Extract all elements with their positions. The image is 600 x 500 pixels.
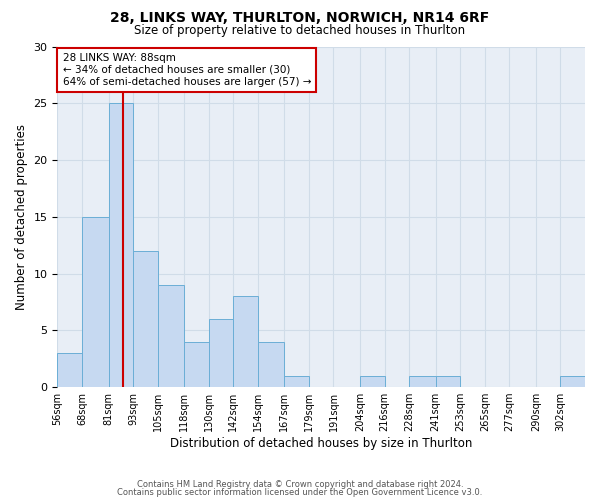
Bar	[360, 376, 385, 387]
Bar	[409, 376, 436, 387]
Bar	[158, 285, 184, 387]
Bar	[560, 376, 585, 387]
X-axis label: Distribution of detached houses by size in Thurlton: Distribution of detached houses by size …	[170, 437, 472, 450]
Bar	[233, 296, 258, 387]
Bar	[436, 376, 460, 387]
Bar	[58, 353, 82, 387]
Bar	[82, 217, 109, 387]
Bar	[133, 251, 158, 387]
Text: 28, LINKS WAY, THURLTON, NORWICH, NR14 6RF: 28, LINKS WAY, THURLTON, NORWICH, NR14 6…	[110, 11, 490, 25]
Bar	[284, 376, 309, 387]
Bar	[258, 342, 284, 387]
Text: 28 LINKS WAY: 88sqm
← 34% of detached houses are smaller (30)
64% of semi-detach: 28 LINKS WAY: 88sqm ← 34% of detached ho…	[62, 54, 311, 86]
Text: Size of property relative to detached houses in Thurlton: Size of property relative to detached ho…	[134, 24, 466, 37]
Bar	[209, 319, 233, 387]
Bar	[109, 104, 133, 387]
Bar	[184, 342, 209, 387]
Y-axis label: Number of detached properties: Number of detached properties	[15, 124, 28, 310]
Text: Contains HM Land Registry data © Crown copyright and database right 2024.: Contains HM Land Registry data © Crown c…	[137, 480, 463, 489]
Text: Contains public sector information licensed under the Open Government Licence v3: Contains public sector information licen…	[118, 488, 482, 497]
